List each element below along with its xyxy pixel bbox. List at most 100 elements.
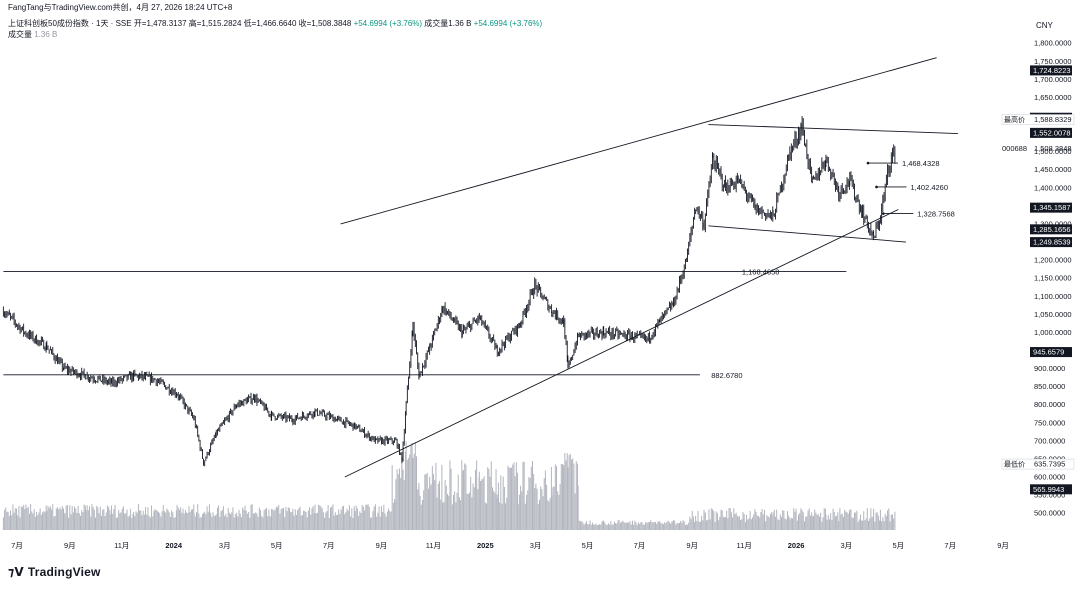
volume-bar xyxy=(722,516,724,530)
volume-bar xyxy=(763,509,765,530)
price-tag-box xyxy=(1030,202,1072,213)
volume-bar xyxy=(134,516,136,530)
volume-bar xyxy=(118,509,120,530)
volume-bar xyxy=(402,469,404,530)
volume-bar xyxy=(518,504,520,530)
volume-bar xyxy=(233,517,235,530)
volume-bar xyxy=(527,490,529,530)
volume-bar xyxy=(344,513,346,530)
volume-bar xyxy=(426,472,428,530)
price-tag-box xyxy=(1030,127,1072,138)
volume-bar xyxy=(136,512,138,530)
y-tick-label: 800.0000 xyxy=(1034,400,1065,409)
volume-bar xyxy=(888,513,890,530)
volume-bar xyxy=(213,515,215,530)
volume-bar xyxy=(825,514,827,530)
volume-bar xyxy=(712,510,714,530)
volume-bar xyxy=(408,458,410,530)
volume-bar xyxy=(664,522,666,530)
volume-bar xyxy=(538,499,540,530)
volume-bar xyxy=(405,441,407,530)
symbol-tag-label: 000688 xyxy=(1002,144,1027,153)
x-tick-label: 9月 xyxy=(997,541,1009,550)
volume-bar xyxy=(243,509,245,530)
volume-bar xyxy=(856,510,858,530)
volume-bar xyxy=(656,523,658,530)
volume-bar xyxy=(436,497,438,530)
volume-bar xyxy=(799,513,801,530)
volume-bar xyxy=(122,506,124,530)
volume-bar xyxy=(91,504,93,530)
volume-bar xyxy=(321,508,323,530)
volume-indicator-legend[interactable]: 成交量 1.36 B xyxy=(8,30,57,40)
volume-bar xyxy=(677,523,679,530)
y-tick-label: 1,500.0000 xyxy=(1034,147,1072,156)
volume-bar xyxy=(419,495,421,530)
volume-bar xyxy=(556,466,558,530)
volume-bar xyxy=(63,514,65,530)
x-tick-label: 11月 xyxy=(114,541,129,550)
volume-bar xyxy=(366,504,368,530)
volume-bar xyxy=(139,510,141,530)
volume-bar xyxy=(424,474,426,530)
volume-bar xyxy=(894,511,896,530)
volume-bar xyxy=(232,507,234,530)
volume-bar xyxy=(866,508,868,530)
volume-bar xyxy=(505,503,507,530)
volume-bar xyxy=(732,517,734,530)
currency-label[interactable]: CNY xyxy=(1036,21,1053,30)
volume-bar xyxy=(476,460,478,530)
volume-bar xyxy=(409,454,411,530)
price-change: +54.6994 (+3.76%) xyxy=(353,19,423,28)
volume-bar xyxy=(552,487,554,530)
volume-bar xyxy=(654,521,656,530)
volume-bar xyxy=(36,511,38,530)
volume-bar xyxy=(816,514,818,530)
volume-bar xyxy=(103,508,105,530)
volume-bar xyxy=(706,520,708,530)
volume-bar xyxy=(788,515,790,530)
volume-bar xyxy=(800,508,802,530)
volume-bar xyxy=(192,509,194,530)
volume-bar xyxy=(197,504,199,530)
volume-bar xyxy=(597,524,599,530)
volume-bar xyxy=(249,517,251,530)
volume-bar xyxy=(2,517,4,530)
volume-bar xyxy=(591,522,593,530)
volume-bar xyxy=(335,515,337,530)
volume-bar xyxy=(846,512,848,530)
volume-bar xyxy=(20,506,22,530)
volume-bar xyxy=(875,512,877,530)
x-tick-label: 7月 xyxy=(11,541,23,550)
volume-bar xyxy=(395,479,397,530)
volume-bar xyxy=(341,506,343,530)
volume-bar xyxy=(298,508,300,530)
volume-bar xyxy=(630,524,632,530)
volume-bar xyxy=(385,516,387,530)
x-tick-label: 7月 xyxy=(634,541,646,550)
volume-bar xyxy=(811,512,813,530)
y-tick-label: 900.0000 xyxy=(1034,364,1065,373)
volume-bar xyxy=(563,464,565,530)
volume-bar xyxy=(57,507,59,530)
volume-bar xyxy=(417,489,419,530)
volume-bar xyxy=(884,513,886,530)
volume-bar xyxy=(726,510,728,530)
volume-bar xyxy=(11,515,13,530)
volume-bar xyxy=(116,517,118,530)
volume-bar xyxy=(268,509,270,530)
volume-bar xyxy=(275,506,277,530)
volume-bar xyxy=(452,495,454,530)
volume-bar xyxy=(330,507,332,530)
volume-bar xyxy=(821,521,823,530)
volume-bar xyxy=(287,507,289,530)
volume-bar xyxy=(373,506,375,530)
price-tag-value: 635.7395 xyxy=(1034,460,1065,469)
volume-bar xyxy=(182,508,184,530)
volume-bar xyxy=(861,520,863,530)
volume-bar xyxy=(226,517,228,530)
symbol-name[interactable]: 上证科创板50成份指数 · 1天 · SSE xyxy=(8,19,132,28)
volume-bar xyxy=(494,492,496,530)
volume-bar xyxy=(784,518,786,530)
